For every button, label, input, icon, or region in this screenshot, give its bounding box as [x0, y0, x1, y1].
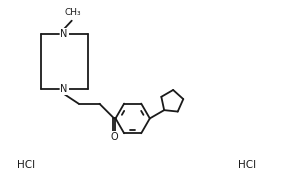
Text: HCl: HCl: [17, 160, 35, 170]
Text: O: O: [110, 132, 118, 142]
Text: N: N: [61, 84, 68, 94]
Text: N: N: [61, 29, 68, 39]
Text: CH₃: CH₃: [65, 8, 82, 16]
Text: HCl: HCl: [238, 160, 256, 170]
